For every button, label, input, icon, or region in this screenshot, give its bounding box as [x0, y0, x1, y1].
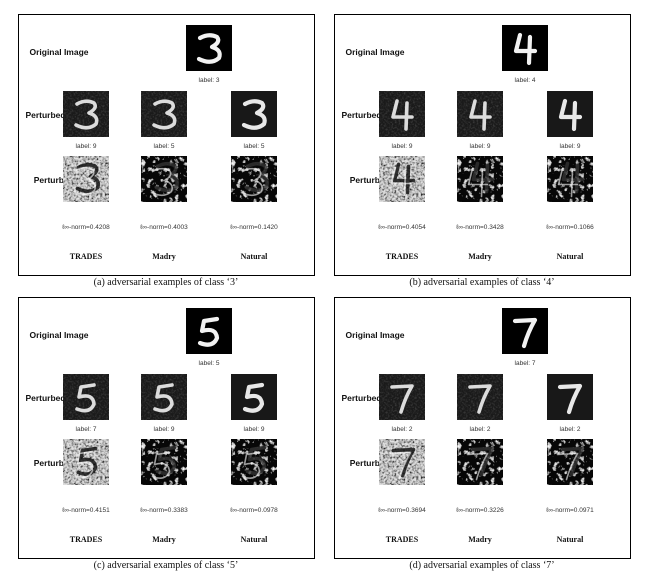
row-label-perturbation: Perturbation [349, 175, 401, 185]
perturbed-label-natural: label: 2 [559, 426, 581, 433]
original-label: label: 5 [198, 360, 220, 367]
perturbation-image-natural [231, 156, 277, 202]
norm-label-trades: ℓ∞-norm=0.3694 [378, 507, 426, 514]
original-image [502, 308, 548, 354]
perturbation-image-madry [457, 156, 503, 202]
figure-panel-7: Original Image Perturbed Image Perturbatio… [334, 297, 631, 559]
column-header-trades: TRADES [69, 535, 103, 544]
perturbation-image-trades [63, 156, 109, 202]
norm-label-natural: ℓ∞-norm=0.0971 [546, 507, 594, 514]
perturbed-image-natural [231, 374, 277, 420]
perturbed-label-trades: label: 2 [391, 426, 413, 433]
column-header-trades: TRADES [385, 535, 419, 544]
original-image [186, 308, 232, 354]
panel-caption: (d) adversarial examples of class ‘7’ [409, 560, 555, 571]
column-header-madry: Madry [468, 252, 492, 261]
perturbation-image-natural [547, 156, 593, 202]
column-header-madry: Madry [468, 535, 492, 544]
column-header-trades: TRADES [69, 252, 103, 261]
perturbed-label-trades: label: 7 [75, 426, 97, 433]
figure-panel-4: Original Image Perturbed Image Perturbatio… [334, 14, 631, 276]
norm-label-madry: ℓ∞-norm=0.3226 [456, 507, 504, 514]
perturbation-image-trades [379, 156, 425, 202]
original-image [502, 25, 548, 71]
original-image [186, 25, 232, 71]
perturbation-image-trades [63, 439, 109, 485]
row-label-perturbed-image: Perturbed Image [25, 393, 93, 403]
original-label: label: 4 [514, 77, 536, 84]
row-label-perturbation: Perturbation [33, 175, 85, 185]
figure-panel-5: Original Image Perturbed Image Perturbatio… [18, 297, 315, 559]
norm-label-trades: ℓ∞-norm=0.4054 [378, 224, 426, 231]
row-label-original-image: Original Image [29, 330, 89, 340]
panel-caption: (c) adversarial examples of class ‘5’ [93, 560, 239, 571]
column-header-trades: TRADES [385, 252, 419, 261]
perturbation-image-natural [547, 439, 593, 485]
row-label-original-image: Original Image [345, 47, 405, 57]
perturbed-image-trades [63, 374, 109, 420]
perturbed-image-madry [141, 91, 187, 137]
perturbed-image-trades [63, 91, 109, 137]
row-label-perturbed-image: Perturbed Image [341, 393, 409, 403]
perturbation-image-madry [141, 156, 187, 202]
norm-label-natural: ℓ∞-norm=0.1420 [230, 224, 278, 231]
column-header-madry: Madry [152, 535, 176, 544]
perturbed-label-madry: label: 9 [469, 143, 491, 150]
perturbed-label-trades: label: 9 [391, 143, 413, 150]
perturbed-image-natural [547, 91, 593, 137]
perturbed-label-madry: label: 5 [153, 143, 175, 150]
column-header-madry: Madry [152, 252, 176, 261]
perturbed-image-natural [231, 91, 277, 137]
perturbed-image-madry [141, 374, 187, 420]
column-header-natural: Natural [240, 535, 268, 544]
norm-label-trades: ℓ∞-norm=0.4151 [62, 507, 110, 514]
row-label-original-image: Original Image [345, 330, 405, 340]
column-header-natural: Natural [556, 535, 584, 544]
row-label-perturbed-image: Perturbed Image [25, 110, 93, 120]
perturbed-image-trades [379, 374, 425, 420]
perturbed-image-madry [457, 374, 503, 420]
panel-caption: (b) adversarial examples of class ‘4’ [409, 277, 555, 288]
perturbed-label-natural: label: 9 [559, 143, 581, 150]
perturbation-image-madry [457, 439, 503, 485]
panel-caption: (a) adversarial examples of class ‘3’ [93, 277, 239, 288]
row-label-perturbed-image: Perturbed Image [341, 110, 409, 120]
perturbed-image-natural [547, 374, 593, 420]
row-label-perturbation: Perturbation [33, 458, 85, 468]
norm-label-trades: ℓ∞-norm=0.4208 [62, 224, 110, 231]
original-label: label: 3 [198, 77, 220, 84]
perturbed-label-natural: label: 5 [243, 143, 265, 150]
perturbed-image-madry [457, 91, 503, 137]
perturbed-label-madry: label: 2 [469, 426, 491, 433]
original-label: label: 7 [514, 360, 536, 367]
row-label-perturbation: Perturbation [349, 458, 401, 468]
perturbation-image-natural [231, 439, 277, 485]
figure-panel-3: Original Image Perturbed Image Perturbatio… [18, 14, 315, 276]
perturbed-label-madry: label: 9 [153, 426, 175, 433]
norm-label-madry: ℓ∞-norm=0.3383 [140, 507, 188, 514]
norm-label-natural: ℓ∞-norm=0.0978 [230, 507, 278, 514]
perturbed-label-natural: label: 9 [243, 426, 265, 433]
column-header-natural: Natural [240, 252, 268, 261]
norm-label-madry: ℓ∞-norm=0.4003 [140, 224, 188, 231]
perturbation-image-trades [379, 439, 425, 485]
perturbation-image-madry [141, 439, 187, 485]
norm-label-natural: ℓ∞-norm=0.1066 [546, 224, 594, 231]
column-header-natural: Natural [556, 252, 584, 261]
perturbed-image-trades [379, 91, 425, 137]
norm-label-madry: ℓ∞-norm=0.3428 [456, 224, 504, 231]
perturbed-label-trades: label: 9 [75, 143, 97, 150]
row-label-original-image: Original Image [29, 47, 89, 57]
